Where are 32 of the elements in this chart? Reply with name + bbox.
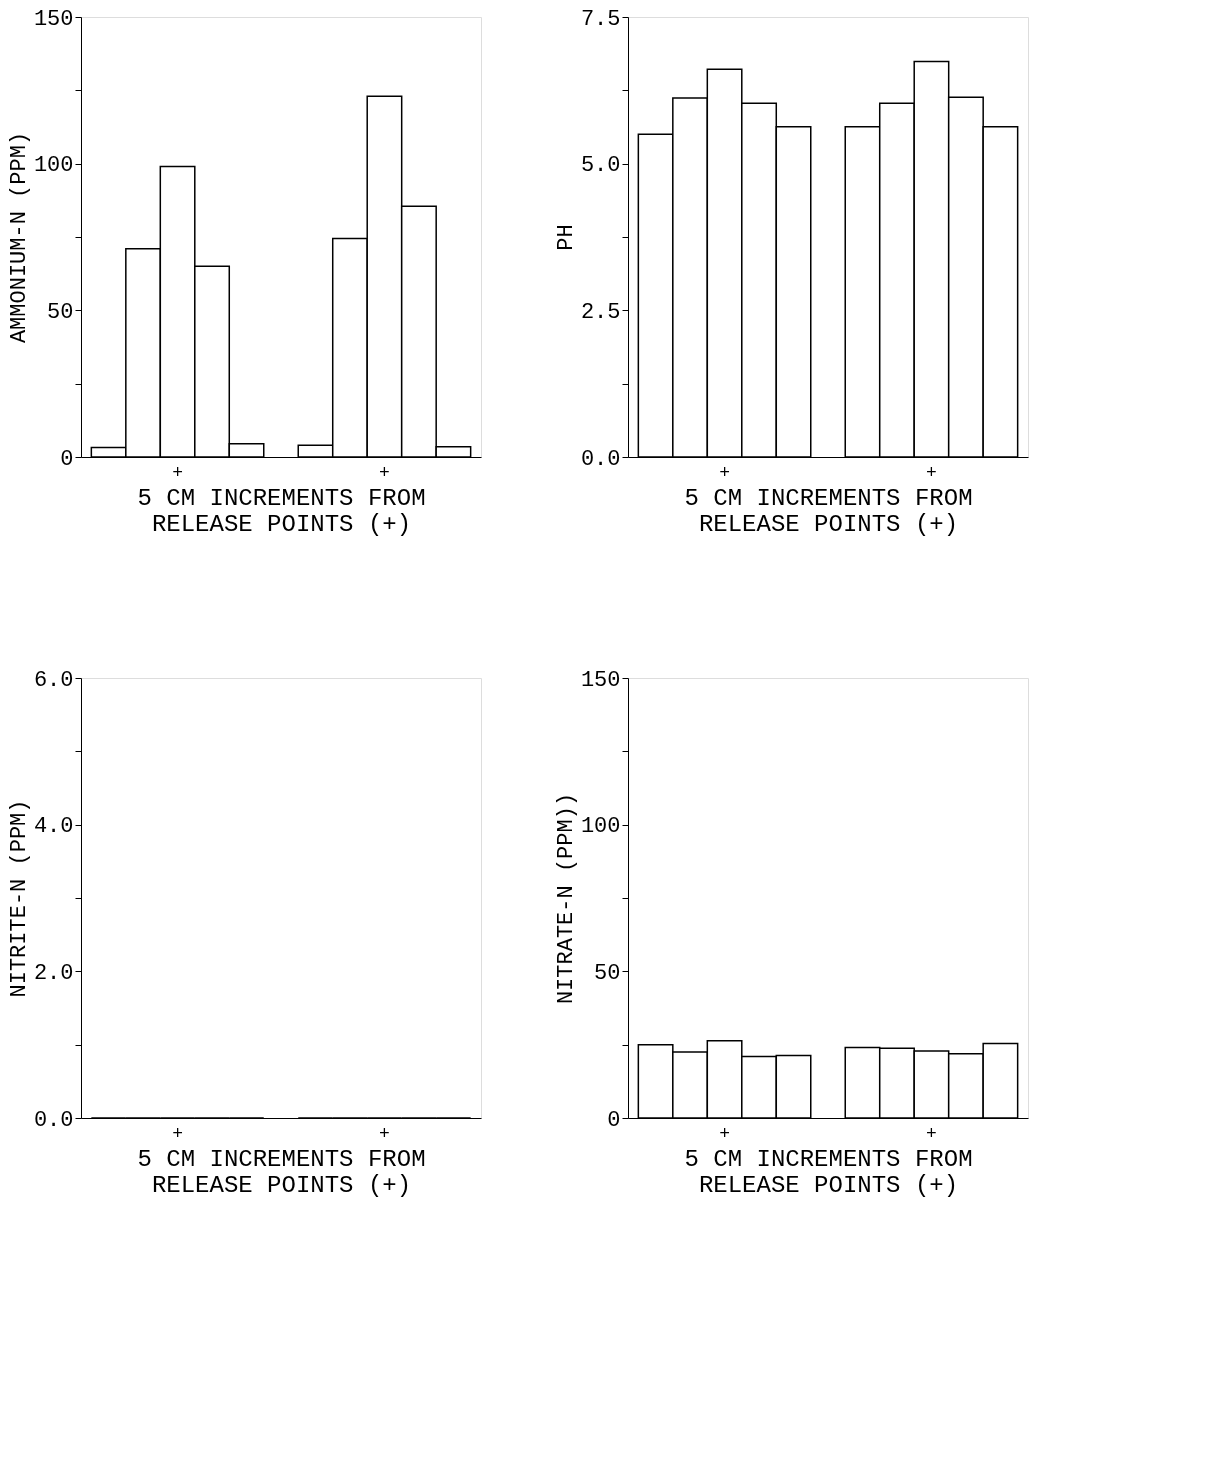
x-tick-label: +	[379, 462, 390, 483]
x-tick-label: +	[172, 1123, 183, 1144]
y-tick-label: 100	[33, 153, 74, 179]
y-axis-title: NITRITE-N (PPM)	[6, 799, 32, 998]
y-tick-label: 2.5	[580, 299, 621, 325]
y-tick-label: 6.0	[33, 667, 74, 693]
x-tick-label: +	[379, 1123, 390, 1144]
x-tick-label: +	[172, 462, 183, 483]
y-tick-label: 0.0	[33, 1107, 74, 1133]
y-axis-title: PH	[553, 224, 579, 251]
x-tick-label: +	[719, 462, 730, 483]
y-tick-label: 2.0	[33, 960, 74, 986]
y-axis-title: AMMONIUM-N (PPM)	[6, 131, 32, 344]
x-axis-title: 5 CM INCREMENTS FROM RELEASE POINTS (+)	[137, 484, 426, 538]
y-axis-title: NITRATE-N (PPM))	[553, 792, 579, 1005]
y-tick-label: 100	[580, 814, 621, 840]
y-tick-label: 0.0	[580, 446, 621, 472]
x-axis-title: 5 CM INCREMENTS FROM RELEASE POINTS (+)	[137, 1145, 426, 1199]
x-axis-title: 5 CM INCREMENTS FROM RELEASE POINTS (+)	[684, 1145, 973, 1199]
x-tick-label: +	[926, 1123, 937, 1144]
y-tick-label: 50	[594, 960, 621, 986]
y-tick-label: 4.0	[33, 814, 74, 840]
y-tick-label: 150	[33, 6, 74, 32]
y-tick-label: 0	[60, 446, 74, 472]
y-tick-label: 50	[47, 299, 74, 325]
y-tick-label: 0	[607, 1107, 621, 1133]
x-tick-label: +	[926, 462, 937, 483]
x-tick-label: +	[719, 1123, 730, 1144]
x-axis-title: 5 CM INCREMENTS FROM RELEASE POINTS (+)	[684, 484, 973, 538]
y-tick-label: 7.5	[580, 6, 621, 32]
y-tick-label: 150	[580, 667, 621, 693]
y-tick-label: 5.0	[580, 153, 621, 179]
